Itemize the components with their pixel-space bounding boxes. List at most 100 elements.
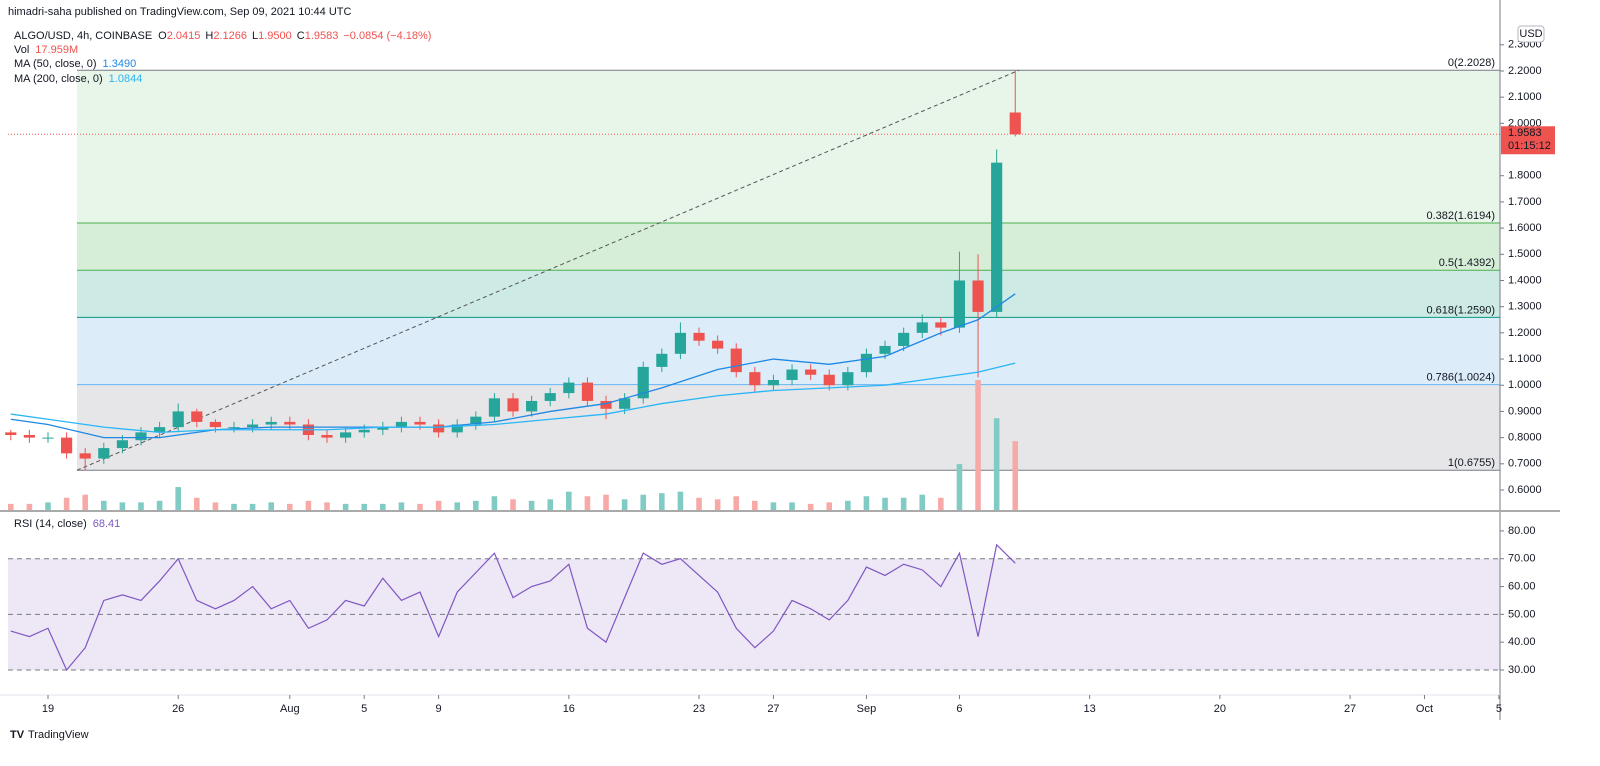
candle-body (154, 427, 166, 433)
panes: 0(2.2028) 0.382(1.6194) 0.5(1.4392) 0.618(1… (0, 0, 1560, 720)
fib-band (77, 270, 1500, 318)
candle-body (470, 416, 482, 425)
volume-bar (807, 503, 814, 510)
volume-legend: Vol 17.959M (14, 44, 78, 56)
candle-body (98, 448, 110, 459)
y-tick-label: 1.4000 (1508, 274, 1542, 286)
fib-label: 1(0.6755) (1448, 457, 1495, 469)
x-tick-label: Oct (1416, 703, 1433, 715)
volume-bar (752, 500, 758, 510)
candle-body (693, 332, 705, 341)
x-tick-label: 19 (42, 703, 54, 715)
volume-bar (454, 502, 461, 510)
volume-bar (491, 496, 498, 510)
y-tick-label: 1.7000 (1508, 196, 1542, 208)
ma50-legend: MA (50, close, 0) 1.3490 (14, 58, 136, 70)
volume-bar (677, 491, 684, 510)
vol-value: 17.959M (35, 44, 78, 56)
y-tick-label: 60.00 (1508, 580, 1536, 592)
rsi-value: 68.41 (93, 518, 121, 530)
candle-body (823, 374, 835, 386)
candle-body (786, 369, 798, 380)
candle-body (395, 421, 407, 428)
candle-body (135, 432, 147, 441)
y-tick-label: 0.6000 (1508, 484, 1542, 496)
legend-ohlc: ALGO/USD, 4h, COINBASE O2.0415 H2.1266 L1.9… (14, 30, 431, 42)
candle-body (488, 398, 501, 417)
x-tick-label: 6 (956, 703, 962, 715)
candle-body (284, 421, 296, 425)
y-tick-label: 0.8000 (1508, 432, 1542, 444)
volume-bar (621, 499, 628, 510)
candle-body (340, 432, 352, 438)
ohlc-key: H (205, 30, 213, 42)
volume-bar (417, 503, 423, 510)
candle-body (544, 393, 556, 401)
x-tick-label: 5 (361, 703, 367, 715)
volume-bar (101, 500, 107, 510)
volume-bar (528, 500, 535, 510)
ohlc-key: O (158, 30, 167, 42)
fib-label: 0.5(1.4392) (1439, 257, 1495, 269)
candle-body (619, 398, 631, 409)
volume-bar (714, 499, 721, 510)
volume-bar (175, 487, 181, 510)
volume-bar (584, 496, 591, 510)
candle-body (953, 280, 966, 328)
volume-bar (603, 494, 609, 510)
volume-bar (324, 502, 330, 510)
rsi-line (10, 543, 1016, 672)
candle-body (600, 400, 612, 409)
x-tick-label: Sep (857, 703, 877, 715)
volume-bar (231, 503, 237, 510)
volume-bar (398, 502, 405, 510)
volume-bar (212, 502, 219, 510)
currency: USD (1519, 28, 1542, 40)
candle-body (507, 398, 519, 412)
candle-body (916, 322, 928, 333)
candle-body (842, 372, 854, 386)
ohlc-value: 2.0415 (167, 30, 201, 42)
candle-body (749, 372, 761, 386)
candle-body (526, 400, 538, 412)
volume-bar (194, 497, 200, 510)
volume-bar (510, 499, 516, 510)
y-tick-label: 50.00 (1508, 608, 1536, 620)
x-tick-label: 23 (693, 703, 705, 715)
volume-bar (342, 503, 349, 510)
y-tick-label: 0.7000 (1508, 458, 1542, 470)
volume-bar (156, 500, 163, 510)
volume-bar (993, 418, 1000, 510)
candle-body (321, 434, 333, 438)
volume-bar (473, 500, 479, 510)
x-tick-label: 27 (767, 703, 779, 715)
y-tick-label: 80.00 (1508, 525, 1536, 537)
x-tick-label: 27 (1344, 703, 1356, 715)
currency-box[interactable] (1517, 25, 1545, 43)
candle-body (116, 440, 128, 449)
candle-body (991, 162, 1003, 312)
candle-body (1009, 112, 1021, 135)
candle-body (265, 421, 277, 425)
moving-average (10, 362, 1016, 434)
candle-body (414, 421, 426, 425)
candle-body (898, 332, 910, 346)
volume-bar (435, 500, 442, 510)
candle-body (172, 411, 184, 428)
volume-bar (138, 502, 144, 510)
fib-band (77, 223, 1500, 271)
y-tick-label: 40.00 (1508, 636, 1536, 648)
candle-body (358, 429, 370, 433)
candle-body (581, 382, 594, 401)
x-tick-label: 20 (1214, 703, 1226, 715)
volume-bar (249, 503, 256, 510)
candle-body (972, 280, 984, 312)
candle-body (209, 421, 221, 428)
ma-value: 1.0844 (109, 73, 143, 85)
candle-body (767, 379, 780, 386)
ma-value: 1.3490 (103, 58, 137, 70)
candle-body (42, 437, 54, 439)
volume-bar (566, 491, 572, 510)
y-tick-label: 1.3000 (1508, 301, 1542, 313)
candle-body (730, 348, 742, 373)
